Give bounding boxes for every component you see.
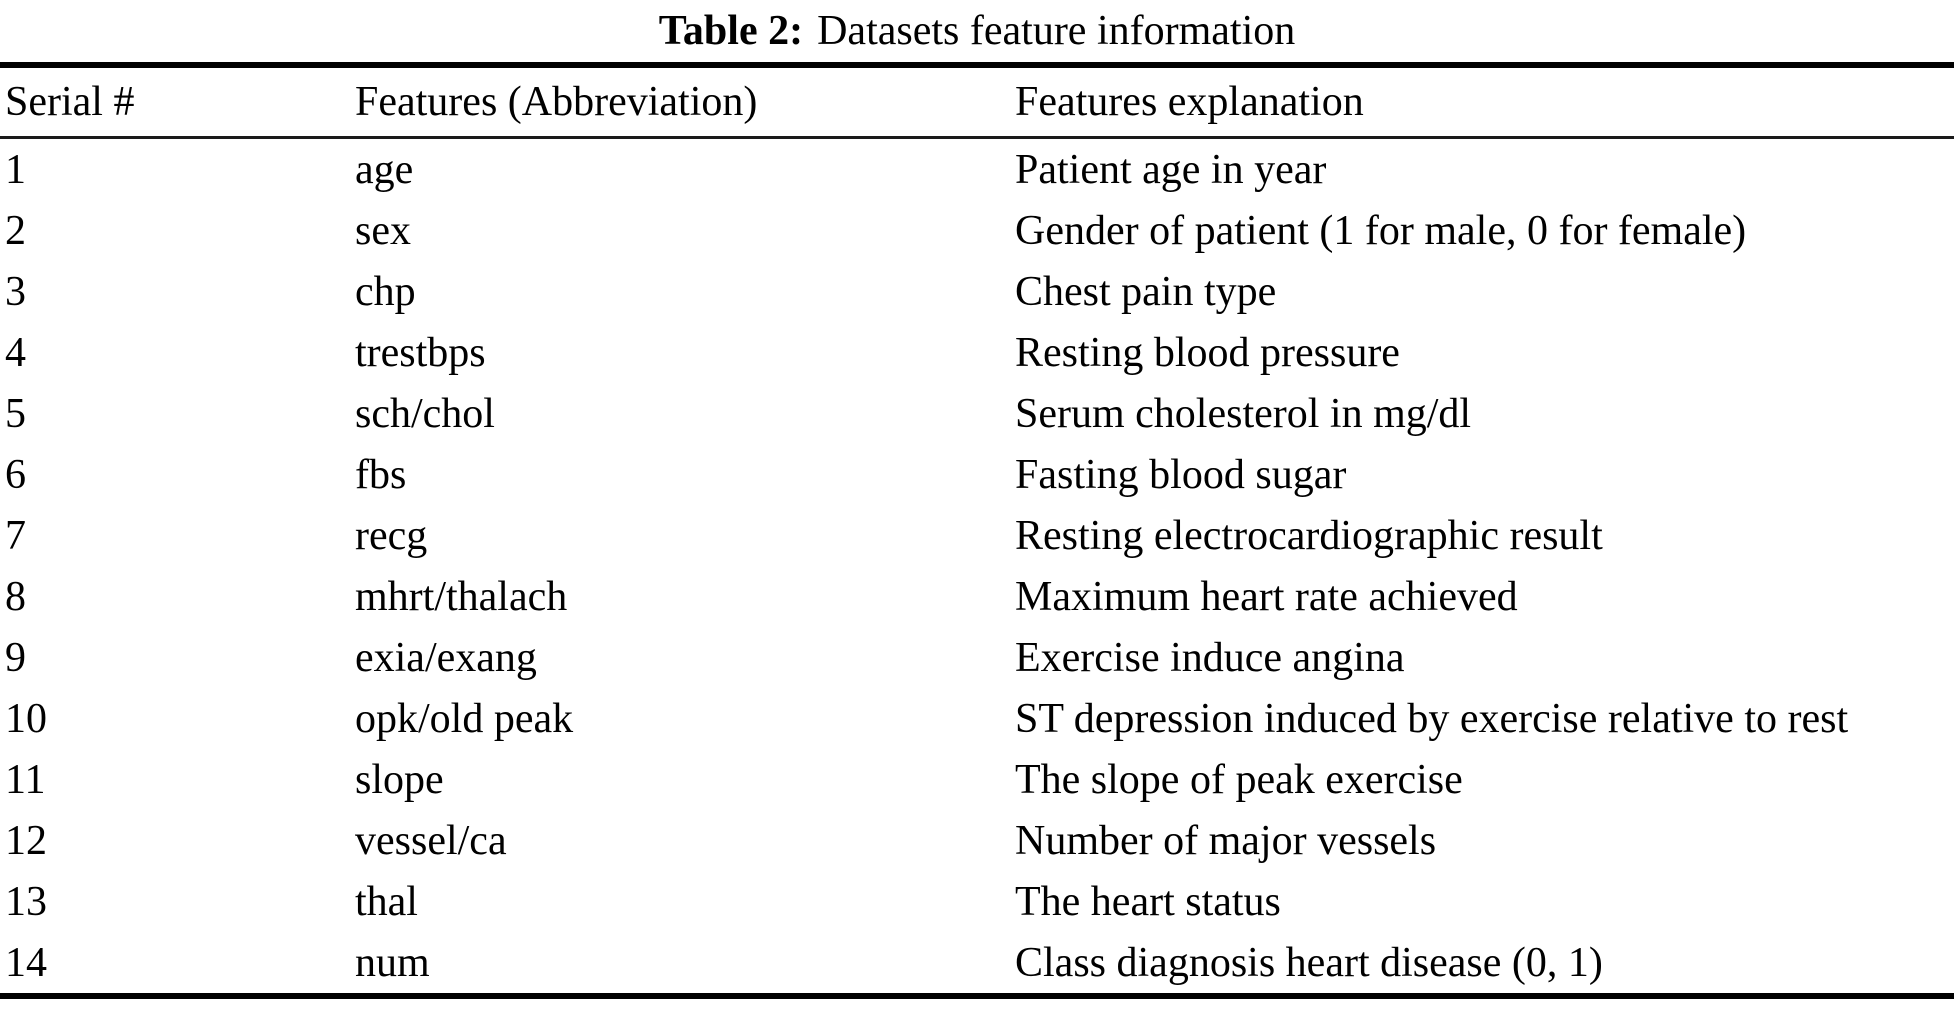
column-header-explanation: Features explanation (1015, 65, 1954, 139)
cell-explanation: Patient age in year (1015, 146, 1327, 193)
table-row: 4 trestbps Resting blood pressure (0, 322, 1954, 383)
cell-serial: 3 (5, 268, 26, 315)
cell-serial: 5 (5, 390, 26, 437)
cell-serial: 4 (5, 329, 26, 376)
table-caption-label: Table 2: (658, 8, 804, 54)
cell-explanation: Gender of patient (1 for male, 0 for fem… (1015, 207, 1747, 254)
cell-feature: thal (355, 878, 418, 925)
cell-explanation: Serum cholesterol in mg/dl (1015, 390, 1472, 437)
table-body: 1 age Patient age in year 2 sex Gender of pat… (0, 138, 1954, 997)
cell-feature: trestbps (355, 329, 486, 376)
table-row: 13 thal The heart status (0, 871, 1954, 932)
cell-feature: num (355, 939, 430, 986)
cell-explanation: Maximum heart rate achieved (1015, 573, 1518, 620)
cell-explanation: ST depression induced by exercise relati… (1015, 695, 1849, 742)
column-header-feature: Features (Abbreviation) (355, 65, 1015, 139)
table-row: 1 age Patient age in year (0, 138, 1954, 201)
cell-serial: 14 (5, 939, 47, 986)
cell-explanation: Resting blood pressure (1015, 329, 1400, 376)
table-row: 3 chp Chest pain type (0, 261, 1954, 322)
table-row: 9 exia/exang Exercise induce angina (0, 627, 1954, 688)
table-caption-text: Datasets feature information (817, 8, 1296, 54)
datasets-feature-table: Serial # Features (Abbreviation) Feature… (0, 62, 1954, 999)
cell-feature: slope (355, 756, 444, 803)
table-header-row: Serial # Features (Abbreviation) Feature… (0, 65, 1954, 139)
table-row: 12 vessel/ca Number of major vessels (0, 810, 1954, 871)
table-row: 6 fbs Fasting blood sugar (0, 444, 1954, 505)
table-row: 14 num Class diagnosis heart disease (0, 1… (0, 932, 1954, 996)
cell-feature: vessel/ca (355, 817, 507, 864)
cell-explanation: Resting electrocardiographic result (1015, 512, 1603, 559)
cell-serial: 10 (5, 695, 47, 742)
cell-feature: opk/old peak (355, 695, 574, 742)
table-row: 5 sch/chol Serum cholesterol in mg/dl (0, 383, 1954, 444)
cell-feature: age (355, 146, 414, 193)
cell-serial: 11 (5, 756, 46, 803)
cell-serial: 9 (5, 634, 26, 681)
cell-explanation: The heart status (1015, 878, 1281, 925)
cell-feature: recg (355, 512, 428, 559)
cell-serial: 8 (5, 573, 26, 620)
cell-explanation: Class diagnosis heart disease (0, 1) (1015, 939, 1603, 986)
cell-serial: 1 (5, 146, 26, 193)
cell-explanation: Fasting blood sugar (1015, 451, 1347, 498)
cell-feature: sch/chol (355, 390, 495, 437)
cell-explanation: Exercise induce angina (1015, 634, 1405, 681)
cell-serial: 12 (5, 817, 47, 864)
table-row: 10 opk/old peak ST depression induced by e… (0, 688, 1954, 749)
cell-serial: 6 (5, 451, 26, 498)
cell-feature: exia/exang (355, 634, 537, 681)
cell-serial: 7 (5, 512, 26, 559)
column-header-serial: Serial # (0, 65, 355, 139)
table-caption: Table 2: Datasets feature information (0, 0, 1954, 60)
table-row: 7 recg Resting electrocardiographic result (0, 505, 1954, 566)
table-row: 2 sex Gender of patient (1 for male, 0 for… (0, 200, 1954, 261)
cell-serial: 2 (5, 207, 26, 254)
cell-explanation: Number of major vessels (1015, 817, 1437, 864)
cell-feature: chp (355, 268, 416, 315)
cell-feature: sex (355, 207, 411, 254)
cell-explanation: The slope of peak exercise (1015, 756, 1463, 803)
cell-explanation: Chest pain type (1015, 268, 1277, 315)
cell-feature: fbs (355, 451, 407, 498)
table-header: Serial # Features (Abbreviation) Feature… (0, 65, 1954, 139)
table-row: 11 slope The slope of peak exercise (0, 749, 1954, 810)
cell-feature: mhrt/thalach (355, 573, 568, 620)
cell-serial: 13 (5, 878, 47, 925)
table-row: 8 mhrt/thalach Maximum heart rate achieved (0, 566, 1954, 627)
